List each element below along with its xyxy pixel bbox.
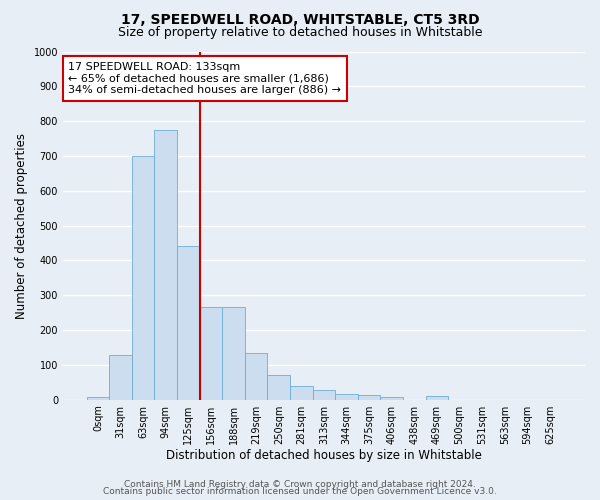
Bar <box>132 156 154 400</box>
Bar <box>290 386 313 400</box>
Bar <box>177 246 200 400</box>
Bar <box>335 394 358 400</box>
Text: Contains public sector information licensed under the Open Government Licence v3: Contains public sector information licen… <box>103 487 497 496</box>
Bar <box>109 355 132 400</box>
Text: Contains HM Land Registry data © Crown copyright and database right 2024.: Contains HM Land Registry data © Crown c… <box>124 480 476 489</box>
Bar <box>425 396 448 400</box>
Text: 17, SPEEDWELL ROAD, WHITSTABLE, CT5 3RD: 17, SPEEDWELL ROAD, WHITSTABLE, CT5 3RD <box>121 12 479 26</box>
Bar <box>313 390 335 400</box>
Bar <box>268 376 290 400</box>
Bar <box>200 308 222 400</box>
Y-axis label: Number of detached properties: Number of detached properties <box>15 132 28 318</box>
Bar <box>380 397 403 400</box>
Bar <box>358 395 380 400</box>
X-axis label: Distribution of detached houses by size in Whitstable: Distribution of detached houses by size … <box>166 450 482 462</box>
Text: 17 SPEEDWELL ROAD: 133sqm
← 65% of detached houses are smaller (1,686)
34% of se: 17 SPEEDWELL ROAD: 133sqm ← 65% of detac… <box>68 62 341 95</box>
Text: Size of property relative to detached houses in Whitstable: Size of property relative to detached ho… <box>118 26 482 39</box>
Bar <box>245 354 268 400</box>
Bar <box>86 397 109 400</box>
Bar <box>222 308 245 400</box>
Bar <box>154 130 177 400</box>
